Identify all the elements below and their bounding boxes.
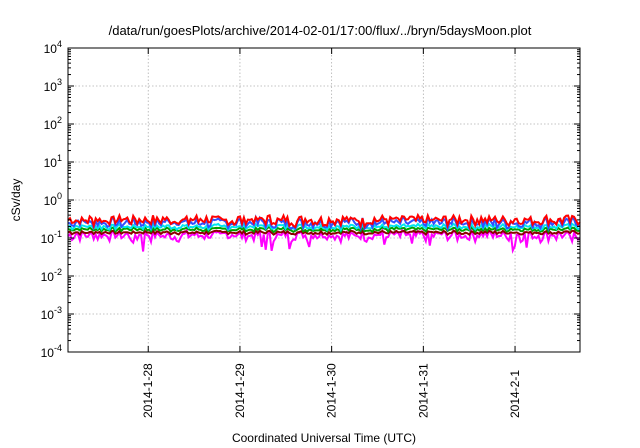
y-tick-label: 10-3 xyxy=(41,305,62,322)
y-tick-label: 102 xyxy=(44,115,62,132)
y-tick-label: 101 xyxy=(44,153,62,170)
y-tick-label: 10-1 xyxy=(41,229,62,246)
x-tick-label: 2014-1-30 xyxy=(325,363,339,418)
series-line xyxy=(67,228,581,237)
x-tick-label: 2014-1-31 xyxy=(416,363,430,418)
grid xyxy=(68,48,580,352)
series-group xyxy=(67,212,581,255)
chart-title: /data/run/goesPlots/archive/2014-02-01/1… xyxy=(109,23,532,38)
y-axis: 104 103 102 101 100 10-1 10-2 10-3 10-4 xyxy=(41,39,580,360)
series-line xyxy=(67,224,581,234)
x-tick-label: 2014-1-29 xyxy=(233,363,247,418)
x-tick-label: 2014-1-28 xyxy=(141,363,155,418)
x-axis-label: Coordinated Universal Time (UTC) xyxy=(232,431,416,445)
y-tick-label: 100 xyxy=(44,191,62,208)
y-tick-label: 10-4 xyxy=(41,343,62,360)
x-tick-label: 2014-2-1 xyxy=(508,370,522,418)
y-axis-label: cSv/day xyxy=(9,179,23,222)
series-line xyxy=(67,212,581,231)
y-tick-label: 104 xyxy=(44,39,62,56)
y-tick-label: 103 xyxy=(44,77,62,94)
x-axis: 2014-1-28 2014-1-29 2014-1-30 2014-1-31 2014… xyxy=(141,48,522,418)
y-tick-label: 10-2 xyxy=(41,267,62,284)
